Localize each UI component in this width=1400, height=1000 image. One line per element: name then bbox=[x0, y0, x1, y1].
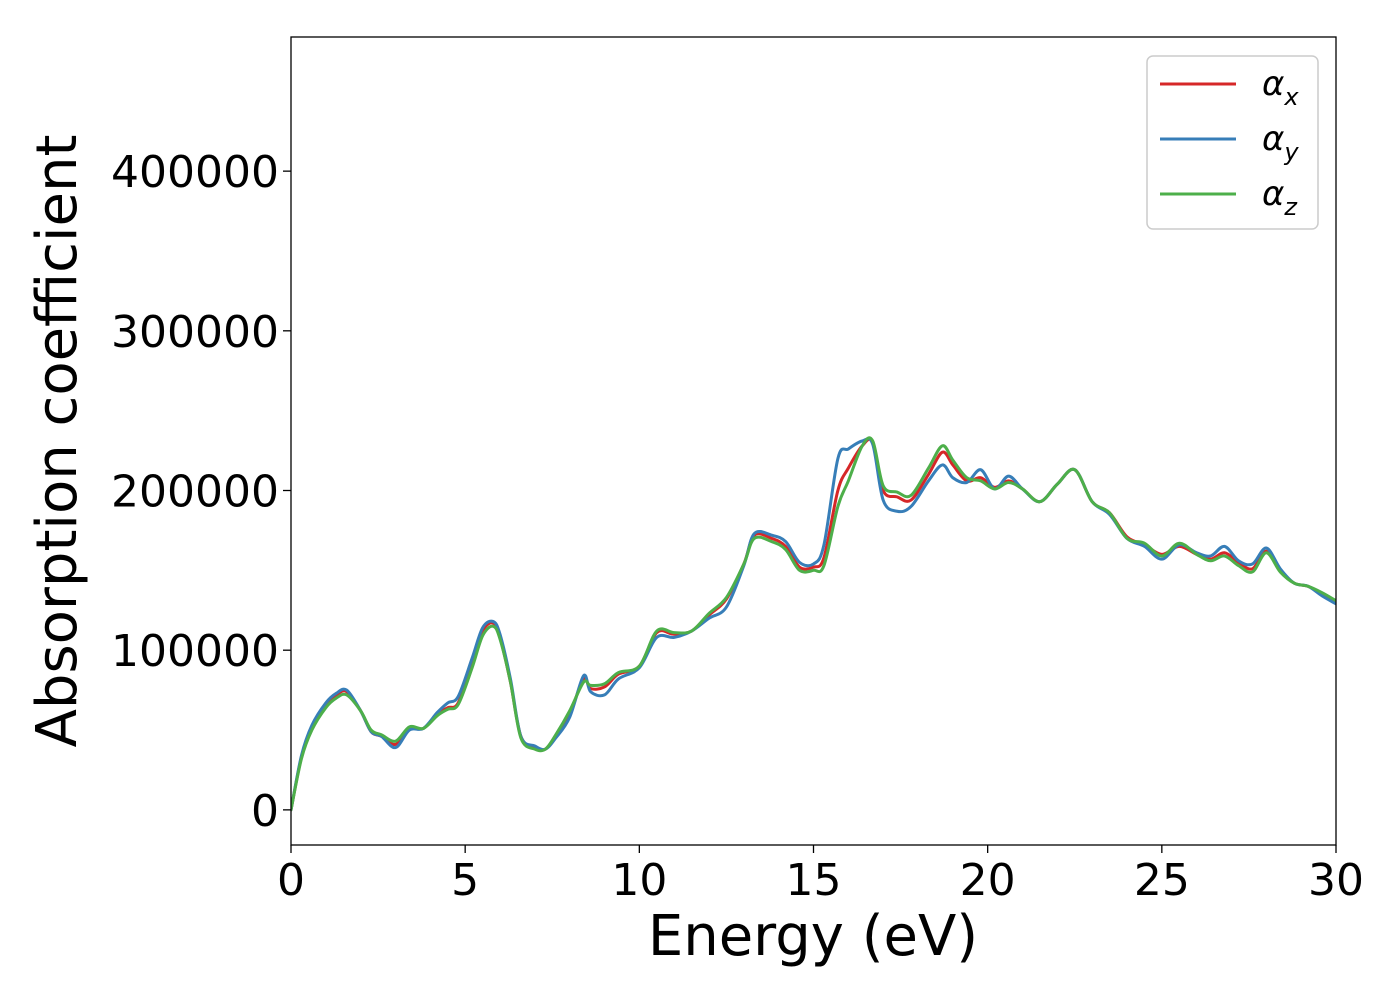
y-axis-label: Absorption coefficient bbox=[25, 135, 90, 748]
y-tick-label: 200000 bbox=[111, 467, 279, 518]
axis-ticks: 0 5 10 15 20 25 30 0 100000 200000 300000 400000 bbox=[111, 147, 1364, 906]
x-tick-label: 5 bbox=[451, 855, 479, 906]
y-tick-label: 100000 bbox=[111, 626, 279, 677]
x-tick-label: 25 bbox=[1134, 855, 1190, 906]
legend: αx αy αz bbox=[1146, 55, 1319, 230]
x-axis-label: Energy (eV) bbox=[648, 904, 978, 969]
y-tick-label: 0 bbox=[251, 786, 279, 837]
legend-label-x: αx bbox=[1262, 64, 1299, 111]
series-line-z bbox=[291, 436, 1336, 812]
x-tick-label: 30 bbox=[1308, 855, 1364, 906]
x-tick-label: 15 bbox=[786, 855, 842, 906]
plot-area bbox=[291, 436, 1336, 812]
series-line-y bbox=[291, 437, 1336, 812]
legend-label-y: αy bbox=[1262, 119, 1299, 166]
y-tick-label: 400000 bbox=[111, 147, 279, 198]
legend-box bbox=[1146, 55, 1319, 230]
y-tick-label: 300000 bbox=[111, 307, 279, 358]
x-tick-label: 10 bbox=[611, 855, 667, 906]
series-line-x bbox=[291, 437, 1336, 812]
x-tick-label: 20 bbox=[960, 855, 1016, 906]
legend-label-z: αz bbox=[1262, 174, 1298, 221]
x-tick-label: 0 bbox=[277, 855, 305, 906]
